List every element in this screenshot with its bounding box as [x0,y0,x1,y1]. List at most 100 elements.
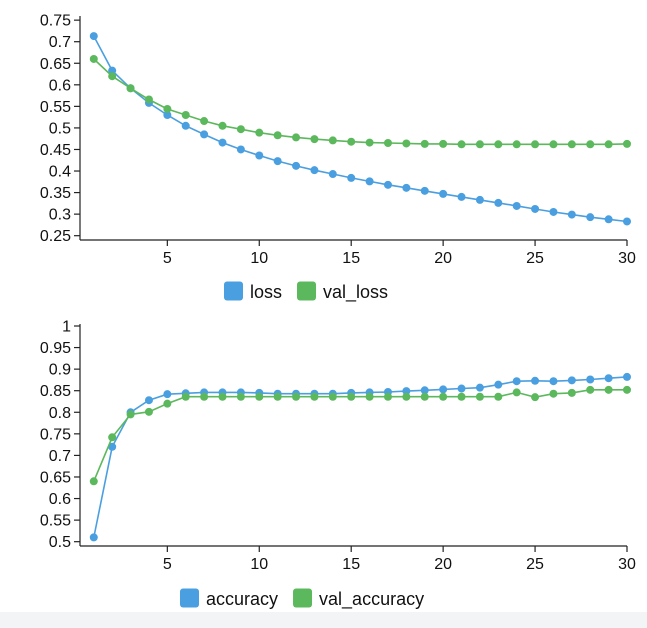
x-tick-label: 20 [434,556,452,573]
data-point-val_accuracy [420,392,429,401]
x-tick-label: 20 [434,250,452,267]
data-point-val_accuracy [292,392,301,401]
data-point-val_loss [273,131,282,140]
y-tick-label: 1 [62,319,71,336]
data-point-loss [163,110,172,119]
data-point-loss [236,145,245,154]
data-point-accuracy [567,376,576,385]
series-line-val_loss [93,58,628,146]
data-point-val_loss [126,84,135,93]
series-line-val_accuracy [93,388,627,482]
data-point-accuracy [494,380,503,389]
data-point-accuracy [163,390,172,399]
data-point-loss [108,66,117,75]
y-tick-label: 0.6 [49,491,71,508]
y-tick-label: 0.9 [49,362,71,379]
data-point-loss [310,166,319,175]
legend-swatch-loss [224,281,243,301]
data-point-val_loss [347,137,356,146]
data-point-val_loss [108,72,117,81]
data-point-loss [218,138,227,147]
data-point-val_accuracy [310,392,319,401]
data-point-loss [402,183,411,192]
legend-swatch-val_loss [297,281,317,301]
data-point-loss [255,151,264,160]
data-point-loss [273,157,282,166]
y-tick-label: 0.5 [49,120,71,137]
data-point-accuracy [457,384,466,393]
y-tick-label: 0.75 [40,426,71,443]
data-point-accuracy [531,376,540,385]
y-tick-label: 0.3 [49,207,71,224]
data-point-val_loss [200,117,209,126]
x-tick-label: 5 [163,250,172,267]
data-point-loss [181,121,190,130]
y-tick-label: 0.7 [49,34,71,51]
data-point-loss [549,207,558,216]
data-point-val_loss [475,140,484,149]
data-point-val_accuracy [181,392,190,401]
training-history-charts: 0.250.30.350.40.450.50.550.60.650.70.755… [40,13,636,611]
data-point-accuracy [144,396,153,405]
x-tick-label: 10 [250,250,268,267]
x-tick-label: 30 [618,250,636,267]
x-tick-label: 25 [526,250,544,267]
data-point-val_accuracy [144,407,153,416]
bottom-strip [0,612,647,628]
data-point-val_accuracy [586,385,595,394]
data-point-val_accuracy [365,392,374,401]
data-point-val_loss [328,136,337,145]
data-point-val_accuracy [457,392,466,401]
data-point-accuracy [549,377,558,386]
data-point-val_loss [181,110,190,119]
x-tick-label: 25 [526,556,544,573]
data-point-accuracy [89,533,98,542]
data-point-loss [439,189,448,198]
data-point-val_accuracy [347,392,356,401]
x-tick-label: 15 [342,250,360,267]
data-point-loss [604,215,613,224]
y-tick-label: 0.65 [40,469,71,486]
data-point-val_loss [531,140,540,149]
data-point-loss [365,177,374,186]
data-point-loss [512,201,521,210]
data-point-val_loss [604,140,613,149]
data-point-loss [623,217,631,226]
data-point-loss [328,170,337,179]
data-point-val_accuracy [273,392,282,401]
legend-swatch-accuracy [180,588,199,608]
x-tick-label: 30 [618,556,636,573]
data-point-val_loss [255,128,264,137]
data-point-val_accuracy [163,399,172,408]
data-point-val_loss [420,139,429,148]
data-point-val_accuracy [567,388,576,397]
data-point-accuracy [475,383,484,392]
legend-label-loss: loss [250,282,282,302]
x-tick-label: 15 [342,556,360,573]
data-point-accuracy [512,377,521,386]
y-tick-label: 0.55 [40,513,71,530]
data-point-val_accuracy [126,410,135,419]
data-point-loss [420,186,429,195]
y-tick-label: 0.75 [40,13,71,30]
y-tick-label: 0.35 [40,185,71,202]
data-point-accuracy [604,374,613,383]
data-point-val_accuracy [549,389,558,398]
data-point-val_accuracy [494,392,503,401]
data-point-val_loss [402,139,411,148]
y-tick-label: 0.95 [40,340,71,357]
data-point-accuracy [586,375,595,384]
data-point-val_accuracy [200,392,209,401]
data-point-loss [383,180,392,189]
y-tick-label: 0.85 [40,383,71,400]
series-line-loss [93,35,628,223]
data-point-val_accuracy [512,388,521,397]
data-point-val_loss [89,54,98,63]
y-tick-label: 0.7 [49,448,71,465]
data-point-val_loss [549,140,558,149]
data-point-val_loss [365,138,374,147]
data-point-val_loss [586,140,595,149]
data-point-val_loss [623,139,631,148]
data-point-loss [494,198,503,207]
